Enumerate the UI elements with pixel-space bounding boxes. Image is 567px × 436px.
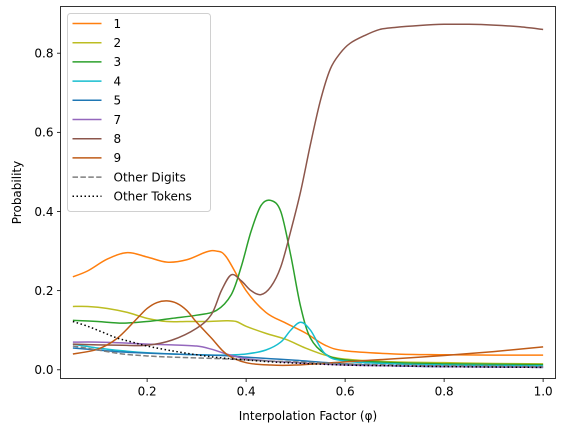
series-line-6	[72, 23, 544, 347]
series-line-7	[72, 300, 544, 367]
legend-label: 9	[114, 151, 122, 165]
legend-label: 5	[114, 94, 122, 108]
y-tick-label: 0.6	[34, 126, 53, 140]
series-line-0	[72, 249, 544, 356]
series-lines	[72, 23, 544, 369]
series-line-9	[72, 320, 544, 369]
legend-label: 3	[114, 55, 122, 69]
x-tick-label: 0.8	[435, 385, 454, 399]
legend-label: Other Tokens	[114, 190, 192, 204]
legend-label: 1	[114, 17, 122, 31]
series-line-5	[72, 341, 544, 369]
series-line-8	[72, 345, 544, 368]
legend-box	[67, 13, 211, 212]
y-tick-label: 0.0	[34, 363, 53, 377]
y-tick-label: 0.2	[34, 284, 53, 298]
legend-label: 7	[114, 113, 122, 127]
legend-label: Other Digits	[114, 170, 186, 184]
series-line-1	[72, 305, 544, 365]
series-line-2	[72, 199, 544, 366]
x-tick-label: 0.4	[237, 385, 256, 399]
y-axis-label: Probability	[10, 161, 24, 224]
legend: 1 2 3 4 5 7 8 9 Other Digits Other Tokens	[67, 13, 211, 212]
x-tick-label: 0.6	[336, 385, 355, 399]
legend-label: 4	[114, 74, 122, 88]
y-tick-label: 0.8	[34, 46, 53, 60]
y-tick-label: 0.4	[34, 205, 53, 219]
axis-ticks: 0.2 0.4 0.6 0.8 1.0 0.0 0.2 0.4 0.6 0.8	[34, 46, 552, 398]
legend-label: 8	[114, 132, 122, 146]
legend-label: 2	[114, 36, 122, 50]
plot-frame	[60, 6, 556, 379]
x-axis-label: Interpolation Factor (φ)	[239, 409, 377, 423]
x-tick-label: 0.2	[138, 385, 157, 399]
x-tick-label: 1.0	[534, 385, 553, 399]
